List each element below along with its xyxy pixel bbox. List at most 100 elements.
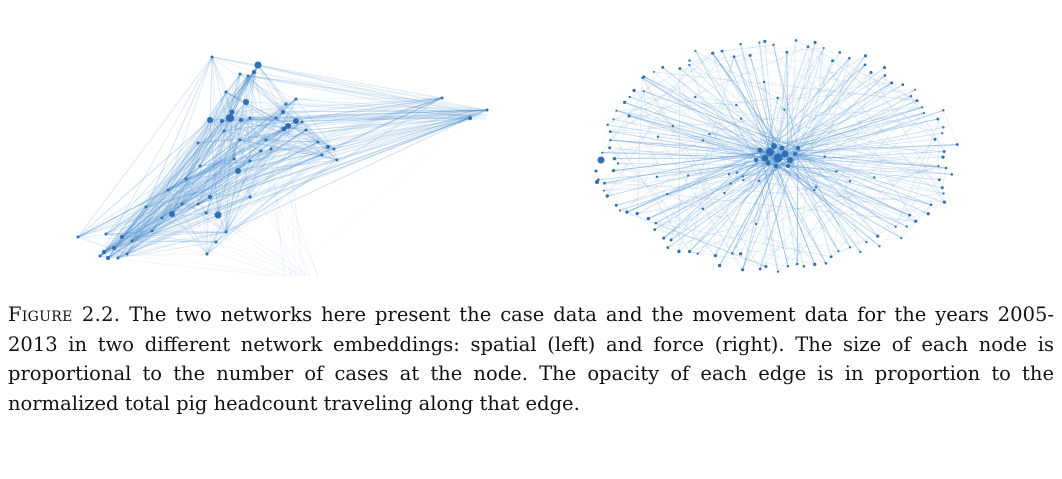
force-edge <box>825 139 936 264</box>
force-edge <box>654 229 815 265</box>
force-edge <box>643 90 944 158</box>
spatial-edge <box>103 206 147 253</box>
spatial-edge <box>239 139 338 161</box>
spatial-edge <box>151 230 284 277</box>
spatial-edge <box>225 91 329 148</box>
force-node <box>754 222 758 226</box>
spatial-edge <box>167 139 241 191</box>
force-node <box>713 254 718 258</box>
force-edge <box>789 159 952 175</box>
force-edge <box>643 76 799 149</box>
spatial-edge <box>197 196 211 205</box>
spatial-edge <box>181 142 199 205</box>
spatial-node <box>120 235 124 239</box>
spatial-edge <box>121 111 233 238</box>
force-node <box>662 236 666 240</box>
spatial-node <box>180 202 184 206</box>
force-node <box>761 154 769 162</box>
force-edge <box>618 163 789 167</box>
force-node <box>936 117 940 121</box>
spatial-edge <box>231 111 267 141</box>
force-edge <box>759 147 799 270</box>
spatial-edge <box>113 75 249 249</box>
force-edge <box>764 106 923 159</box>
spatial-edge <box>113 247 278 277</box>
spatial-edge <box>217 64 259 216</box>
spatial-edge <box>77 121 303 238</box>
spatial-edge <box>121 73 241 238</box>
spatial-edge <box>117 236 123 259</box>
force-node <box>720 49 724 53</box>
spatial-node <box>169 211 175 217</box>
force-edge <box>755 165 777 225</box>
force-node <box>632 88 636 93</box>
force-node <box>612 156 617 161</box>
force-edge <box>759 42 771 153</box>
spatial-edge <box>245 101 267 141</box>
spatial-edge <box>77 56 213 238</box>
spatial-edge <box>99 119 242 257</box>
force-edge <box>794 42 816 155</box>
force-edge <box>797 147 902 239</box>
force-edge <box>814 42 925 114</box>
spatial-edge <box>247 75 297 100</box>
force-edge <box>603 162 769 191</box>
spatial-edge <box>295 97 443 100</box>
spatial-edge <box>257 64 297 122</box>
spatial-edge <box>221 109 488 122</box>
force-edge <box>643 90 799 149</box>
force-node <box>708 132 711 136</box>
force-node <box>937 178 941 182</box>
spatial-edge <box>270 148 319 277</box>
force-edge <box>784 42 816 155</box>
spatial-edge <box>206 56 213 255</box>
spatial-edge <box>295 117 471 122</box>
spatial-edge <box>171 91 227 215</box>
spatial-edge <box>167 189 173 215</box>
force-edge <box>610 52 713 141</box>
spatial-edge <box>237 159 338 172</box>
spatial-edge <box>103 189 169 253</box>
force-edge <box>796 147 799 265</box>
force-node <box>890 81 894 85</box>
force-edge <box>775 165 816 265</box>
spatial-node <box>332 147 336 151</box>
force-node <box>837 250 840 253</box>
spatial-edge <box>185 159 338 180</box>
spatial-edge <box>117 64 259 259</box>
spatial-edge <box>99 158 235 257</box>
spatial-edge <box>249 114 479 162</box>
force-edge <box>643 76 940 181</box>
force-node <box>773 153 783 163</box>
spatial-edge <box>77 128 285 238</box>
force-edge <box>609 147 716 256</box>
spatial-edge <box>249 71 255 162</box>
force-edge <box>784 153 952 175</box>
spatial-edge <box>126 98 297 255</box>
spatial-edge <box>167 120 223 191</box>
spatial-edge <box>283 128 319 143</box>
spatial-edge <box>121 111 233 238</box>
force-edge <box>643 91 672 241</box>
spatial-node <box>238 72 242 76</box>
force-edge <box>624 102 771 153</box>
spatial-edge <box>225 98 297 233</box>
spatial-edge <box>99 75 249 257</box>
spatial-edge <box>121 111 284 238</box>
force-edge <box>688 151 771 176</box>
force-edge <box>643 90 799 149</box>
force-edge <box>601 67 664 153</box>
spatial-edge <box>240 119 311 277</box>
force-edge <box>604 144 958 184</box>
force-edge <box>794 153 929 215</box>
figure-label: Figure 2.2. <box>8 303 121 326</box>
force-edge <box>641 77 741 255</box>
spatial-edge <box>161 217 286 277</box>
spatial-edge <box>185 97 443 180</box>
spatial-edge <box>99 121 303 257</box>
force-node <box>762 80 766 84</box>
force-edge <box>764 100 918 159</box>
force-edge <box>749 55 944 111</box>
spatial-node <box>320 153 324 157</box>
spatial-edge <box>161 189 169 219</box>
